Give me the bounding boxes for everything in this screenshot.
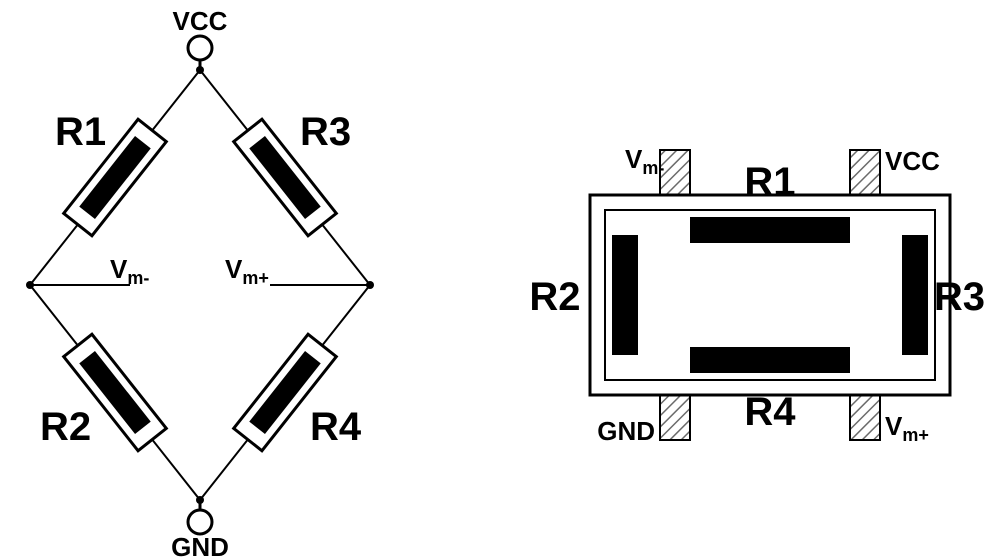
- pkg-r4-label: R4: [744, 390, 796, 434]
- r4-label: R4: [310, 405, 362, 449]
- pad-vm-plus-label: Vm+: [885, 411, 929, 445]
- r1-label: R1: [55, 110, 106, 154]
- pkg-r2-label: R2: [529, 275, 580, 319]
- gnd-label: GND: [171, 532, 229, 557]
- gnd-terminal: [188, 510, 212, 534]
- pad-gnd-label: GND: [597, 416, 655, 446]
- pkg-r3-label: R3: [934, 275, 985, 319]
- pkg-resistor-r1: [690, 217, 850, 243]
- vm-plus-label: Vm+: [225, 254, 269, 288]
- r2-label: R2: [40, 405, 91, 449]
- node-top: [196, 66, 204, 74]
- vcc-terminal: [188, 36, 212, 60]
- pkg-r1-label: R1: [744, 160, 795, 204]
- diagram-canvas: VCC GND R1 R3: [0, 0, 1000, 557]
- pkg-resistor-r2: [612, 235, 638, 355]
- pkg-resistor-r3: [902, 235, 928, 355]
- r3-label: R3: [300, 110, 351, 154]
- package-layout: Vm- VCC GND Vm+ R1 R4 R2 R3: [529, 144, 985, 446]
- pad-vcc-label: VCC: [885, 146, 940, 176]
- bridge-schematic: VCC GND R1 R3: [26, 6, 374, 557]
- pad-vm-minus-label: Vm-: [625, 144, 664, 178]
- vm-minus-label: Vm-: [110, 254, 149, 288]
- vcc-label: VCC: [173, 6, 228, 36]
- pkg-resistor-r4: [690, 347, 850, 373]
- node-bottom: [196, 496, 204, 504]
